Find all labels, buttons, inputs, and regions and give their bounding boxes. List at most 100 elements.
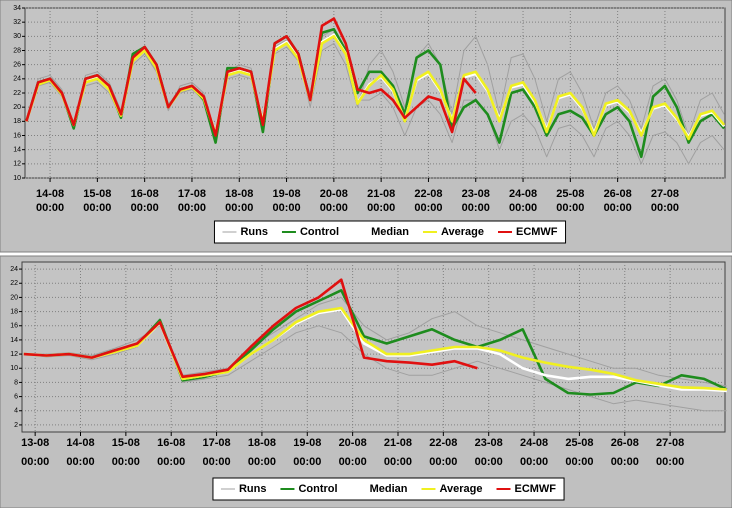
x-tick-label: 14-08 bbox=[36, 188, 64, 200]
legend-label: Median bbox=[371, 226, 409, 238]
x-tick-label: 17-08 bbox=[178, 188, 206, 200]
y-tick-label: 24 bbox=[10, 266, 18, 273]
series-line bbox=[25, 17, 477, 137]
x-tick-time: 00:00 bbox=[611, 456, 639, 468]
x-tick-time: 00:00 bbox=[462, 202, 490, 214]
legend-label: Average bbox=[441, 226, 484, 238]
y-tick-label: 22 bbox=[13, 90, 21, 97]
x-tick-label: 20-08 bbox=[339, 437, 367, 449]
y-tick-label: 14 bbox=[13, 147, 21, 154]
y-tick-label: 6 bbox=[14, 393, 18, 400]
x-tick-label: 20-08 bbox=[320, 188, 348, 200]
run-line bbox=[25, 28, 725, 165]
x-tick-label: 24-08 bbox=[509, 188, 537, 200]
x-tick-label: 16-08 bbox=[157, 437, 185, 449]
y-tick-label: 28 bbox=[13, 47, 21, 54]
x-tick-time: 00:00 bbox=[272, 202, 300, 214]
x-tick-time: 00:00 bbox=[414, 202, 442, 214]
x-tick-time: 00:00 bbox=[339, 456, 367, 468]
x-tick-label: 17-08 bbox=[203, 437, 231, 449]
y-tick-label: 16 bbox=[13, 132, 21, 139]
x-tick-label: 26-08 bbox=[604, 188, 632, 200]
x-tick-time: 00:00 bbox=[225, 202, 253, 214]
y-tick-label: 32 bbox=[13, 19, 21, 26]
legend-label: Control bbox=[300, 226, 339, 238]
x-tick-time: 00:00 bbox=[556, 202, 584, 214]
x-tick-time: 00:00 bbox=[293, 456, 321, 468]
x-tick-label: 27-08 bbox=[651, 188, 679, 200]
y-tick-label: 10 bbox=[10, 365, 18, 372]
y-tick-label: 18 bbox=[13, 118, 21, 125]
x-tick-label: 21-08 bbox=[367, 188, 395, 200]
series-line bbox=[25, 35, 726, 141]
x-tick-time: 00:00 bbox=[83, 202, 111, 214]
y-tick-label: 24 bbox=[13, 76, 21, 83]
y-tick-label: 16 bbox=[10, 323, 18, 330]
x-tick-label: 23-08 bbox=[462, 188, 490, 200]
x-tick-label: 18-08 bbox=[225, 188, 253, 200]
series-line bbox=[23, 278, 478, 379]
x-tick-time: 00:00 bbox=[203, 456, 231, 468]
x-tick-label: 25-08 bbox=[556, 188, 584, 200]
x-tick-label: 15-08 bbox=[112, 437, 140, 449]
x-tick-label: 21-08 bbox=[384, 437, 412, 449]
x-tick-time: 00:00 bbox=[320, 202, 348, 214]
x-tick-time: 00:00 bbox=[651, 202, 679, 214]
x-tick-label: 14-08 bbox=[66, 437, 94, 449]
y-tick-label: 18 bbox=[10, 308, 18, 315]
x-tick-time: 00:00 bbox=[475, 456, 503, 468]
legend-label: Runs bbox=[239, 483, 267, 495]
legend bbox=[212, 477, 565, 501]
y-tick-label: 14 bbox=[10, 337, 18, 344]
plot-area bbox=[24, 7, 726, 179]
x-tick-time: 00:00 bbox=[21, 456, 49, 468]
y-tick-label: 10 bbox=[13, 175, 21, 182]
x-tick-label: 15-08 bbox=[83, 188, 111, 200]
x-tick-label: 23-08 bbox=[475, 437, 503, 449]
legend-label: Average bbox=[439, 483, 482, 495]
y-tick-label: 20 bbox=[13, 104, 21, 111]
x-tick-time: 00:00 bbox=[131, 202, 159, 214]
x-tick-time: 00:00 bbox=[112, 456, 140, 468]
x-tick-time: 00:00 bbox=[157, 456, 185, 468]
x-tick-label: 13-08 bbox=[21, 437, 49, 449]
y-tick-label: 4 bbox=[14, 408, 18, 415]
x-tick-time: 00:00 bbox=[367, 202, 395, 214]
y-tick-label: 34 bbox=[13, 5, 21, 12]
y-tick-label: 12 bbox=[13, 161, 21, 168]
legend-label: ECMWF bbox=[516, 226, 558, 238]
y-tick-label: 8 bbox=[14, 379, 18, 386]
y-tick-label: 26 bbox=[13, 62, 21, 69]
legend-label: Median bbox=[370, 483, 408, 495]
legend-label: Runs bbox=[240, 226, 268, 238]
y-tick-label: 22 bbox=[10, 280, 18, 287]
x-tick-label: 18-08 bbox=[248, 437, 276, 449]
x-tick-time: 00:00 bbox=[36, 202, 64, 214]
run-line bbox=[23, 296, 727, 387]
x-tick-label: 25-08 bbox=[565, 437, 593, 449]
x-tick-label: 22-08 bbox=[414, 188, 442, 200]
x-tick-time: 00:00 bbox=[66, 456, 94, 468]
x-tick-label: 26-08 bbox=[611, 437, 639, 449]
y-tick-label: 20 bbox=[10, 294, 18, 301]
y-tick-label: 12 bbox=[10, 351, 18, 358]
x-tick-time: 00:00 bbox=[429, 456, 457, 468]
y-tick-label: 30 bbox=[13, 33, 21, 40]
legend bbox=[213, 220, 567, 244]
legend-label: ECMWF bbox=[514, 483, 556, 495]
x-tick-label: 24-08 bbox=[520, 437, 548, 449]
x-tick-time: 00:00 bbox=[520, 456, 548, 468]
x-tick-label: 16-08 bbox=[131, 188, 159, 200]
x-tick-time: 00:00 bbox=[248, 456, 276, 468]
y-tick-label: 2 bbox=[14, 422, 18, 429]
x-tick-time: 00:00 bbox=[509, 202, 537, 214]
x-tick-label: 19-08 bbox=[272, 188, 300, 200]
x-tick-label: 27-08 bbox=[656, 437, 684, 449]
x-tick-time: 00:00 bbox=[384, 456, 412, 468]
x-tick-time: 00:00 bbox=[565, 456, 593, 468]
x-tick-time: 00:00 bbox=[604, 202, 632, 214]
x-tick-label: 22-08 bbox=[429, 437, 457, 449]
x-tick-time: 00:00 bbox=[656, 456, 684, 468]
x-tick-label: 19-08 bbox=[293, 437, 321, 449]
